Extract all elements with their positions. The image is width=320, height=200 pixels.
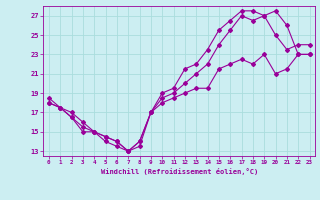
X-axis label: Windchill (Refroidissement éolien,°C): Windchill (Refroidissement éolien,°C) xyxy=(100,168,258,175)
